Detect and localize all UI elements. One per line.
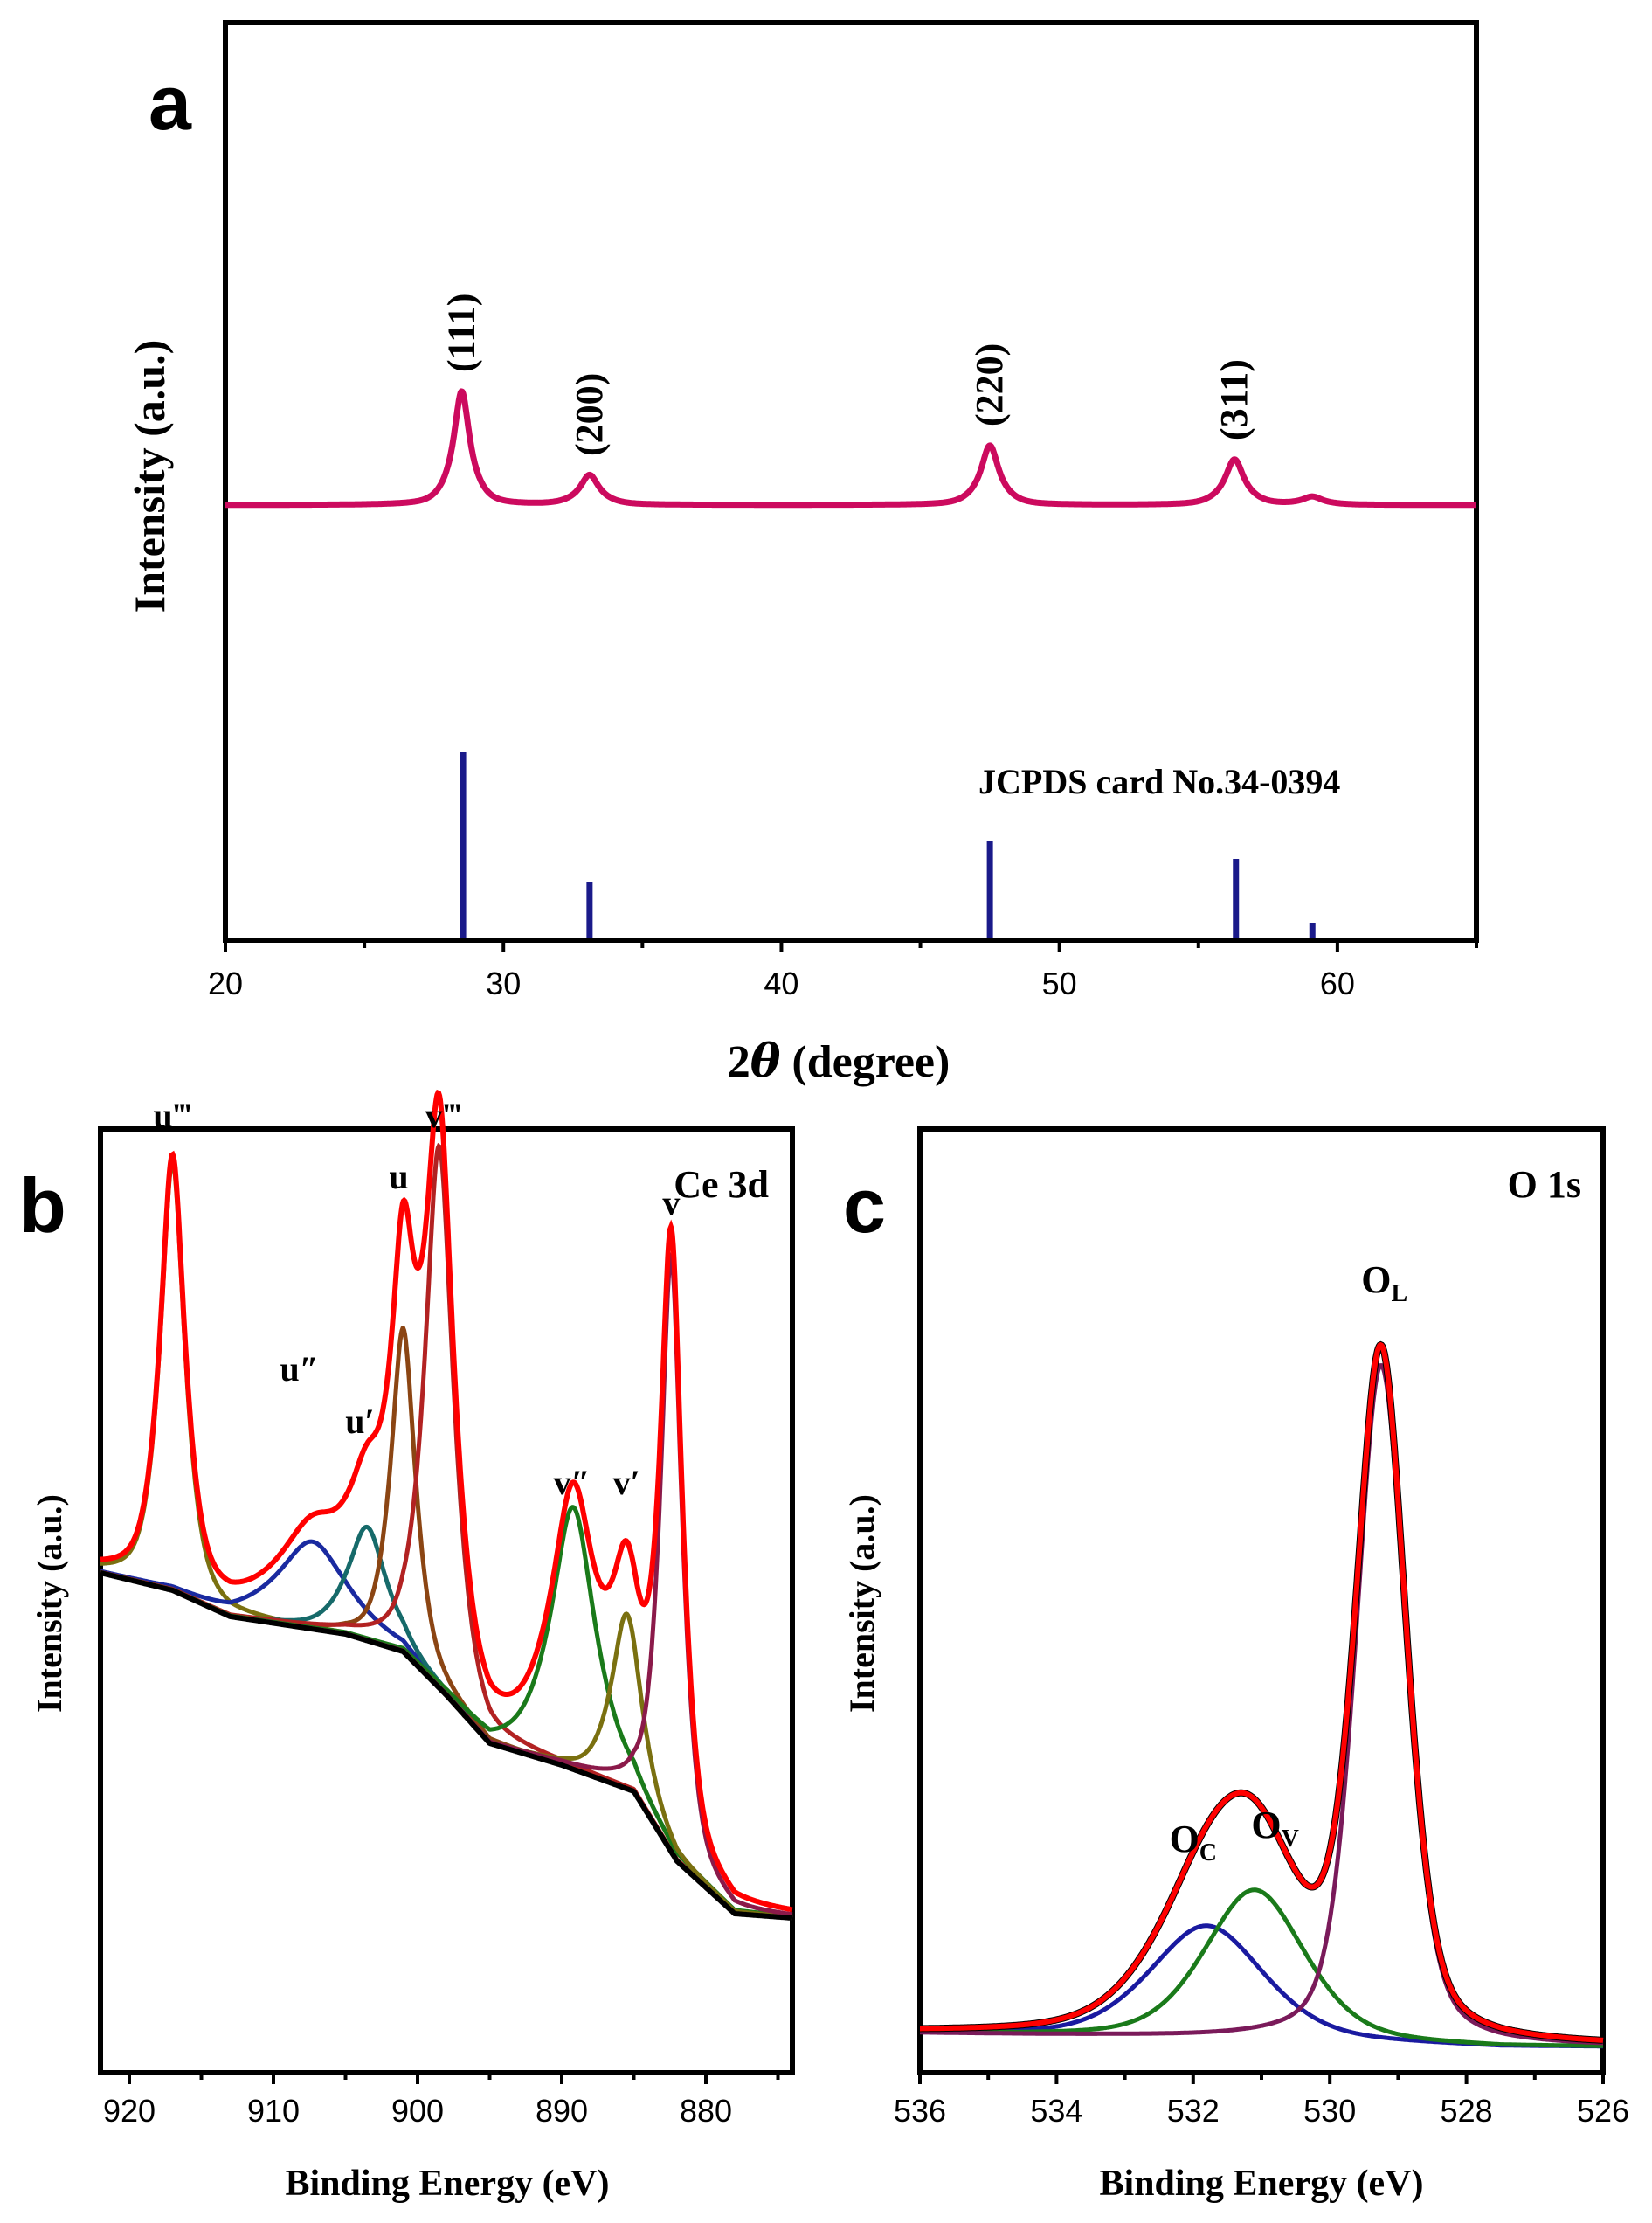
- reference-card-label: JCPDS card No.34-0394: [978, 762, 1340, 801]
- x-axis-label: 2θ (degree): [728, 1035, 950, 1088]
- peak-label: v′: [613, 1463, 640, 1502]
- y-axis-label: Intensity (a.u.): [842, 1494, 881, 1713]
- peak-label: OL: [1361, 1258, 1407, 1307]
- x-tick-label: 526: [1577, 2093, 1629, 2129]
- x-tick-label: 532: [1167, 2093, 1220, 2129]
- x-axis-label: Binding Energy (eV): [1099, 2164, 1423, 2204]
- x-tick-label: 528: [1441, 2093, 1493, 2129]
- peak-label: (311): [1213, 359, 1255, 440]
- o1s-peak-labels: OC OV OL: [1170, 1258, 1408, 1866]
- spectrum-title: O 1s: [1508, 1163, 1581, 1206]
- panel-a-frame: [223, 20, 1479, 943]
- ce3d-peak-labels: u‴ u″ u′ u v‴ v″ v′ v: [153, 1096, 680, 1502]
- component-curve: [100, 1524, 793, 1921]
- panel-a-letter: a: [149, 59, 192, 146]
- peak-label: u′: [345, 1402, 375, 1441]
- panel-b-letter: b: [19, 1162, 66, 1249]
- x-tick-label: 20: [208, 966, 243, 1001]
- peak-label: u‴: [153, 1096, 191, 1135]
- x-tick-label: 530: [1303, 2093, 1356, 2129]
- shirley-background: [100, 1570, 793, 1921]
- component-curve: [920, 1363, 1603, 2046]
- xrd-pattern-line: [223, 388, 1479, 509]
- raw-data: [920, 1340, 1604, 2044]
- x-tick-label: 920: [103, 2093, 156, 2129]
- o1s-curves: [920, 1340, 1604, 2049]
- x-axis-ticks: 920 910 900 890 880: [103, 2073, 780, 2129]
- x-axis-label: Binding Energy (eV): [285, 2164, 609, 2204]
- reference-lines: [460, 752, 1316, 938]
- x-axis-ticks: 20 30 40 50 60: [208, 940, 1478, 1001]
- panel-a: a (111) (200) (220) (311) JCPDS card No.34-…: [125, 20, 1479, 1088]
- panel-c: c O 1s OC OV OL 536 534 532 530 528 526 Intensi…: [842, 1126, 1629, 2204]
- peak-labels: (111) (200) (220) (311): [439, 294, 1255, 456]
- x-axis-ticks: 536 534 532 530 528 526: [894, 2073, 1629, 2129]
- panel-b: b Ce 3d u‴ u″ u′ u v‴ v″ v′ v 920 910 900 890 880 I…: [19, 1089, 795, 2204]
- peak-label: (111): [439, 294, 482, 372]
- panel-c-frame: [917, 1126, 1606, 2075]
- peak-label: (200): [568, 373, 611, 456]
- x-tick-label: 30: [486, 966, 521, 1001]
- fit-envelope: [100, 1089, 793, 1913]
- x-tick-label: 890: [536, 2093, 588, 2129]
- spectrum-title: Ce 3d: [674, 1163, 769, 1206]
- fit-envelope: [920, 1341, 1604, 2043]
- ce3d-curves: [100, 1089, 793, 1921]
- x-tick-label: 534: [1030, 2093, 1082, 2129]
- component-curve: [100, 1251, 793, 1917]
- x-tick-label: 40: [764, 966, 798, 1001]
- y-axis-label: Intensity (a.u.): [30, 1494, 69, 1713]
- x-tick-label: 910: [247, 2093, 300, 2129]
- peak-label: v: [662, 1183, 680, 1222]
- panel-c-letter: c: [843, 1162, 886, 1249]
- x-tick-label: 60: [1320, 966, 1355, 1001]
- peak-label: (220): [968, 343, 1011, 426]
- x-tick-label: 50: [1042, 966, 1077, 1001]
- peak-label: u: [389, 1157, 408, 1196]
- peak-label: OV: [1251, 1804, 1298, 1852]
- peak-label: v‴: [425, 1096, 462, 1135]
- peak-label: OC: [1170, 1818, 1217, 1866]
- panel-b-frame: [98, 1126, 795, 2075]
- peak-label: u″: [280, 1349, 319, 1389]
- peak-label: v″: [554, 1463, 591, 1502]
- component-curve: [100, 1505, 793, 1919]
- x-tick-label: 900: [391, 2093, 444, 2129]
- y-axis-label: Intensity (a.u.): [125, 340, 174, 613]
- x-tick-label: 880: [680, 2093, 732, 2129]
- x-tick-label: 536: [894, 2093, 946, 2129]
